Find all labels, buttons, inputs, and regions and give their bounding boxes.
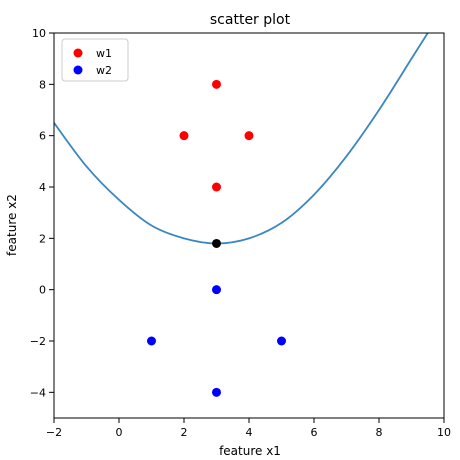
x-tick-label: 0 [116,426,123,439]
y-tick-label: 6 [39,130,46,143]
x-tick-label: 2 [181,426,188,439]
y-tick-label: −4 [30,386,46,399]
decision-curve [54,33,429,245]
y-tick-label: −2 [30,335,46,348]
x-tick-label: −2 [46,426,62,439]
data-point-w2 [147,336,156,346]
x-tick-label: 4 [246,426,253,439]
curve-minimum-point [212,238,221,248]
data-point-w1 [244,131,254,141]
y-tick-label: 0 [39,284,46,297]
legend-label-w1: w1 [96,47,112,60]
y-axis-label: feature x2 [5,194,19,256]
chart-title: scatter plot [210,12,291,28]
x-tick-label: 6 [311,426,318,439]
y-tick-label: 10 [32,27,46,40]
y-tick-label: 2 [39,232,46,245]
plot-frame [53,32,445,419]
data-point-w1 [179,131,189,141]
data-point-w2 [212,387,221,397]
data-point-w2 [277,336,286,346]
data-point-w1 [212,79,221,89]
legend-box [61,38,129,82]
y-tick-label: 8 [39,78,46,91]
x-tick-label: 8 [376,426,383,439]
data-point-w1 [212,182,221,192]
x-axis-label: feature x1 [219,444,281,458]
y-tick-label: 4 [39,181,46,194]
data-point-w2 [212,285,221,295]
legend-label-w2: w2 [96,64,112,77]
x-tick-label: 10 [437,426,451,439]
legend-marker-w2 [73,65,83,75]
plot-area: −2 0 2 4 6 8 10 −4 −2 0 2 4 6 8 10 w1 w2 [30,27,451,439]
legend-marker-w1 [73,48,83,58]
